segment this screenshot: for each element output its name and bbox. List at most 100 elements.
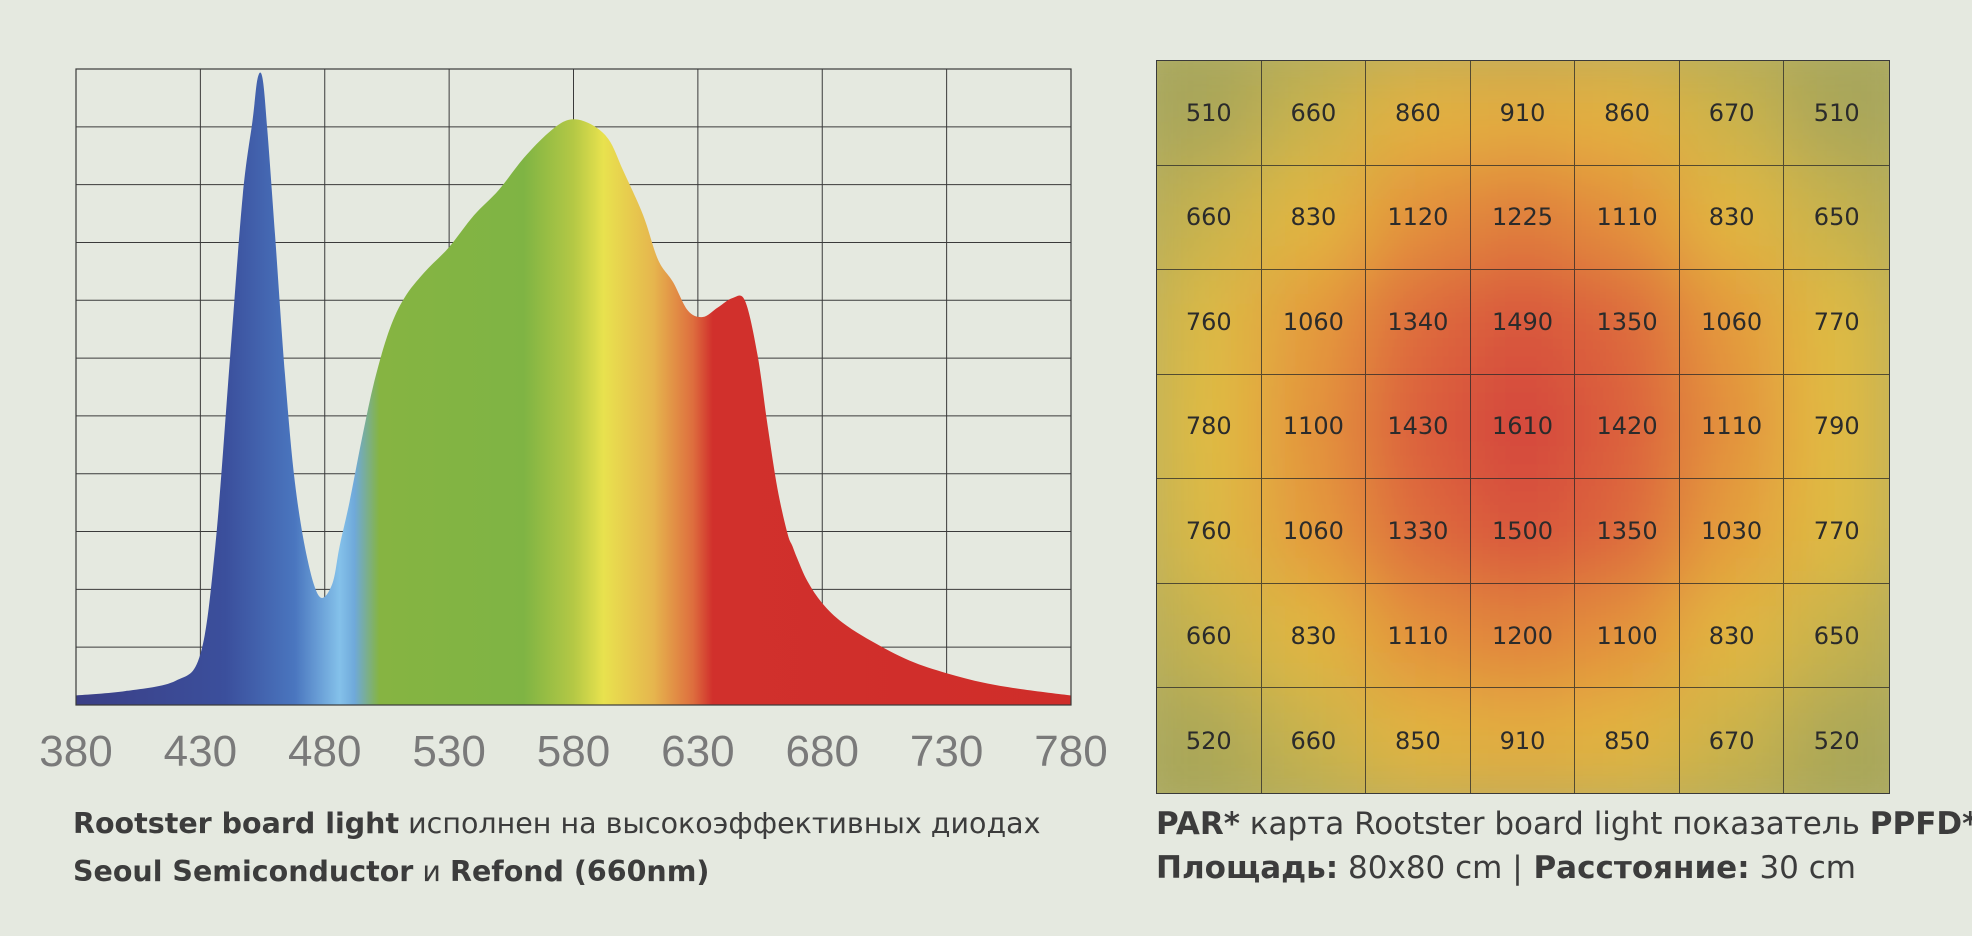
heat-cell [1574, 583, 1684, 693]
area-value: 80x80 cm [1338, 850, 1513, 886]
brand-name: Rootster board light [73, 807, 400, 840]
heat-cell [1574, 268, 1684, 378]
ppfd-cell: 1340 [1366, 270, 1471, 375]
ppfd-cell: 1490 [1470, 270, 1576, 375]
ppfd-cell: 1110 [1679, 374, 1785, 480]
heat-cell [1259, 268, 1369, 378]
heat-cell [1784, 373, 1889, 483]
caption-separator: | [1512, 850, 1523, 886]
heat-cell [1364, 373, 1474, 483]
heat-cell [1157, 163, 1264, 273]
plot-frame [75, 68, 1072, 706]
heat-cell [1157, 583, 1264, 693]
ppfd-map: 510 660 860 910 860 670 510 660 830 1120 1225 1110 8… [1156, 60, 1890, 794]
ppfd-cell: 1060 [1679, 270, 1785, 375]
ppfd-cell: 770 [1784, 270, 1889, 375]
ppfd-cell: 670 [1680, 688, 1785, 793]
ppfd-heat-layer [1157, 61, 1889, 793]
ppfd-cell: 1330 [1366, 479, 1471, 584]
heat-cell [1469, 163, 1579, 273]
ppfd-cell: 1420 [1575, 374, 1680, 480]
ppfd-cell: 1350 [1575, 479, 1680, 584]
ppfd-cell: 660 [1157, 583, 1262, 689]
heat-cell [1157, 373, 1264, 483]
spectrum-caption: Rootster board light исполнен на высокоэ… [73, 800, 1123, 896]
x-tick-label: 580 [537, 727, 610, 776]
heat-cell [1364, 163, 1474, 273]
area-label: Площадь: [1156, 850, 1339, 886]
spectrum-chart-svg: 380 430 480 530 580 630 680 730 780 [39, 68, 1108, 776]
heat-cell [1469, 61, 1579, 168]
heat-cell [1469, 268, 1579, 378]
heat-cell [1364, 61, 1474, 168]
spectrum-caption-line-1: Rootster board light исполнен на высокоэ… [73, 800, 1123, 848]
ppfd-cell: 1060 [1261, 270, 1367, 375]
heat-cell [1259, 61, 1369, 168]
heat-cell [1784, 163, 1889, 273]
heat-cell [1574, 478, 1684, 588]
heat-cell [1364, 478, 1474, 588]
heat-cell [1364, 583, 1474, 693]
heat-cell [1679, 268, 1789, 378]
ppfd-cell: 1110 [1366, 583, 1471, 689]
ppfd-cell: 650 [1784, 166, 1889, 271]
heat-cell [1784, 61, 1889, 168]
ppfd-cell: 520 [1157, 688, 1262, 793]
heat-cell [1469, 478, 1579, 588]
ppfd-cell: 790 [1784, 375, 1889, 480]
heat-cell [1157, 688, 1264, 793]
ppfd-cell: 860 [1575, 61, 1680, 166]
ppfd-caption-middle: карта Rootster board light показатель [1239, 806, 1870, 842]
x-tick-label: 680 [786, 727, 859, 776]
spectrum-area [76, 72, 1071, 706]
heat-cell [1679, 163, 1789, 273]
heat-cell [1259, 583, 1369, 693]
ppfd-cell: 830 [1261, 583, 1367, 689]
x-tick-label: 630 [661, 727, 734, 776]
ppfd-cell: 770 [1784, 479, 1889, 584]
ppfd-cell: 660 [1261, 61, 1367, 166]
x-tick-label: 780 [1034, 727, 1107, 776]
ppfd-cell: 830 [1679, 583, 1785, 689]
ppfd-cell: 910 [1470, 61, 1576, 166]
ppfd-cell: 1225 [1470, 165, 1576, 271]
ppfd-cell: 660 [1157, 165, 1262, 271]
caption-text: исполнен на высокоэффективных диодах [399, 807, 1041, 840]
heat-cell [1364, 268, 1474, 378]
heat-cell [1574, 373, 1684, 483]
ppfd-cell: 650 [1784, 584, 1889, 689]
spectrum-chart: 380 430 480 530 580 630 680 730 780 Rootster boa… [39, 68, 1123, 896]
ppfd-cell: 860 [1366, 61, 1471, 166]
heat-cell [1574, 163, 1684, 273]
heat-cell [1157, 268, 1264, 378]
ppfd-cell: 910 [1471, 688, 1576, 793]
x-tick-label: 530 [412, 727, 485, 776]
heat-cell [1574, 688, 1684, 793]
x-tick-label: 730 [910, 727, 983, 776]
ppfd-cell: 1500 [1470, 479, 1576, 584]
ppfd-caption-line-1: PAR* карта Rootster board light показате… [1156, 802, 1972, 846]
heat-cell [1469, 583, 1579, 693]
spectrum-caption-line-2: Seoul Semiconductor и Refond (660nm) [73, 848, 1123, 896]
maker-refond: Refond (660nm) [450, 855, 710, 888]
ppfd-cell: 670 [1679, 61, 1785, 166]
x-tick-label: 430 [164, 727, 237, 776]
maker-seoul: Seoul Semiconductor [73, 855, 414, 888]
heat-cell [1679, 373, 1789, 483]
heat-cell [1157, 61, 1264, 168]
heat-cell [1784, 268, 1889, 378]
ppfd-cell: 520 [1813, 726, 1860, 755]
ppfd-cell: 1200 [1470, 583, 1576, 689]
heat-cell [1784, 688, 1889, 793]
heat-cell [1574, 61, 1684, 168]
heat-cell [1157, 478, 1264, 588]
ppfd-cell: 510 [1157, 61, 1262, 166]
distance-value: 30 cm [1749, 850, 1856, 886]
ppfd-label: PPFD* [1869, 806, 1972, 842]
ppfd-grid: 510 660 860 910 860 670 510 660 830 1120 1225 1110 8… [1157, 61, 1889, 793]
ppfd-cell: 1110 [1575, 165, 1680, 271]
heat-cell [1679, 583, 1789, 693]
ppfd-cell: 1100 [1575, 583, 1680, 689]
ppfd-cell: 1060 [1261, 479, 1367, 584]
heat-cell [1259, 163, 1369, 273]
